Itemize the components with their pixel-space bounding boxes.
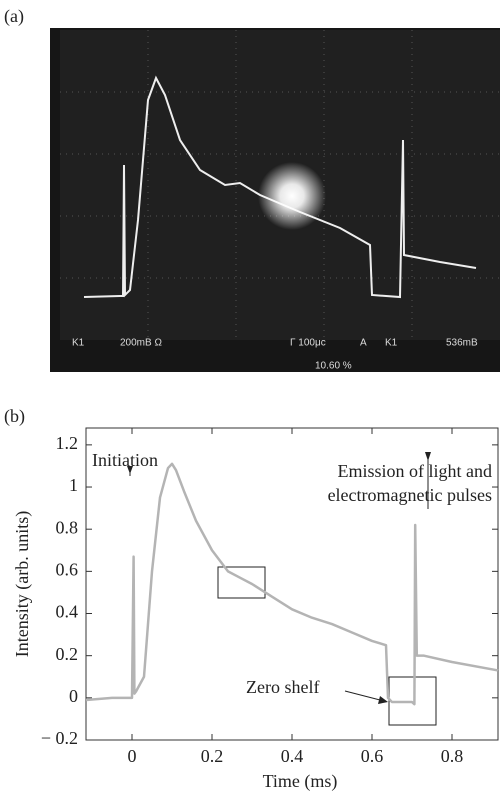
x-axis-title: Time (ms)	[263, 771, 338, 792]
annotation: Zero shelf	[246, 677, 319, 697]
x-tick-label: 0.4	[281, 746, 304, 766]
x-tick-label: 0.2	[201, 746, 224, 766]
annotation-arrows	[127, 452, 437, 726]
panel-label: (b)	[4, 406, 25, 427]
screen-text: 10.60 %	[315, 361, 352, 372]
screen-text: Γ 100μc	[290, 338, 326, 349]
x-tick-label: 0	[128, 746, 137, 766]
screen-text: K1	[385, 338, 398, 349]
y-tick-label: 0.4	[56, 602, 79, 622]
x-tick-label: 0.6	[361, 746, 384, 766]
y-tick-label: 0.6	[56, 559, 79, 579]
y-tick-label: − 0.2	[41, 728, 78, 748]
oscilloscope-photo: K1 200mB Ω Γ 100μc A K1 536mB 10.60 %	[50, 28, 500, 372]
y-axis-title: Intensity (arb. units)	[12, 511, 33, 657]
y-tick-label: 1.2	[56, 433, 79, 453]
y-tick-label: 0.2	[56, 644, 79, 664]
annotation: Initiation	[92, 450, 158, 470]
annotation: electromagnetic pulses	[328, 485, 492, 505]
y-tick-label: 0	[69, 686, 78, 706]
screen-text: K1	[72, 338, 85, 349]
x-tick-label: 0.8	[441, 746, 464, 766]
y-tick-label: 1	[69, 475, 78, 495]
data-line	[85, 462, 499, 706]
screen-text: 200mB Ω	[120, 338, 162, 349]
panel-label: (a)	[4, 6, 24, 27]
screen-text: A	[360, 338, 367, 349]
y-tick-label: 0.8	[56, 517, 79, 537]
annotation: Emission of light and	[338, 461, 493, 481]
screen-text: 536mB	[446, 338, 478, 349]
